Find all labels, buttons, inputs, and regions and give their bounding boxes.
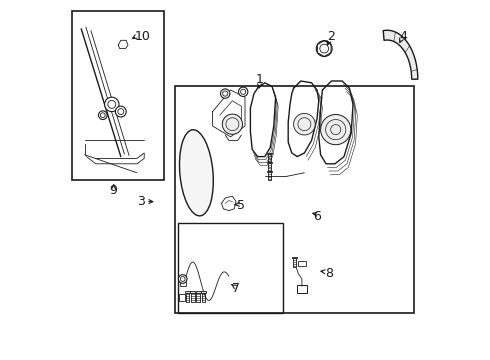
Text: 6: 6: [313, 210, 321, 222]
Text: 7: 7: [232, 282, 240, 294]
Text: 9: 9: [110, 184, 118, 197]
Text: 3: 3: [137, 195, 145, 208]
Bar: [292, 257, 297, 258]
Circle shape: [239, 87, 248, 96]
Polygon shape: [383, 30, 418, 79]
Ellipse shape: [179, 130, 213, 216]
Circle shape: [104, 97, 119, 112]
Text: 10: 10: [134, 30, 150, 42]
Bar: [180, 282, 186, 286]
Bar: [72, 11, 164, 180]
Bar: [267, 153, 272, 154]
Text: 4: 4: [399, 30, 407, 42]
Bar: [179, 294, 185, 301]
Bar: [267, 162, 272, 163]
Text: 2: 2: [327, 30, 335, 42]
Circle shape: [98, 111, 107, 120]
Bar: [268, 154, 271, 162]
Bar: [186, 292, 189, 302]
Bar: [293, 258, 296, 267]
Bar: [267, 171, 272, 172]
Circle shape: [294, 113, 315, 135]
Circle shape: [316, 41, 332, 57]
Circle shape: [178, 275, 187, 283]
Bar: [191, 292, 195, 302]
Circle shape: [320, 114, 351, 145]
Bar: [298, 261, 306, 266]
Bar: [297, 285, 307, 293]
Bar: [178, 223, 283, 313]
Text: 5: 5: [237, 199, 245, 212]
Bar: [202, 292, 205, 302]
Text: 8: 8: [325, 267, 334, 280]
Circle shape: [116, 106, 126, 117]
Bar: [268, 163, 271, 171]
Bar: [175, 86, 414, 313]
Bar: [196, 292, 200, 302]
Circle shape: [220, 89, 230, 98]
Circle shape: [222, 114, 243, 134]
Text: 1: 1: [255, 73, 263, 86]
Bar: [268, 172, 271, 180]
